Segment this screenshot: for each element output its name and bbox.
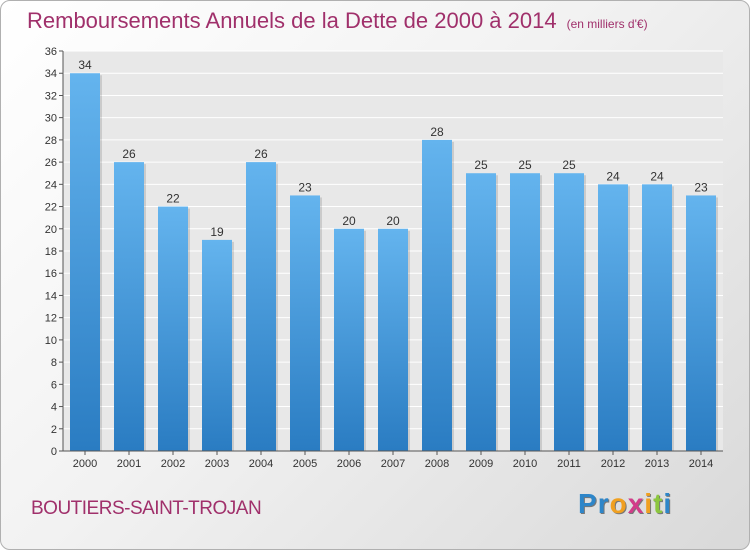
x-tick-label: 2011 <box>557 458 581 470</box>
value-label: 25 <box>562 158 576 172</box>
x-tick-label: 2009 <box>469 458 493 470</box>
y-tick-label: 30 <box>45 113 57 125</box>
bar-2006 <box>334 228 364 451</box>
x-tick-label: 2008 <box>425 458 449 470</box>
y-tick-label: 34 <box>45 68 57 80</box>
x-tick-label: 2002 <box>161 458 185 470</box>
y-tick-label: 26 <box>45 157 57 169</box>
value-label: 24 <box>606 169 620 183</box>
x-tick-label: 2000 <box>73 458 97 470</box>
bar-2002 <box>158 206 188 451</box>
value-label: 28 <box>430 125 444 139</box>
bar-2003 <box>202 239 232 451</box>
x-tick-label: 2006 <box>337 458 361 470</box>
value-label: 20 <box>386 214 400 228</box>
y-tick-label: 4 <box>51 402 57 414</box>
bar-2011 <box>554 173 584 451</box>
value-label: 23 <box>298 180 312 194</box>
y-tick-label: 28 <box>45 135 57 147</box>
bar-2009 <box>466 173 496 451</box>
y-tick-label: 14 <box>45 290 57 302</box>
value-label: 24 <box>650 169 664 183</box>
x-tick-label: 2012 <box>601 458 625 470</box>
y-tick-label: 32 <box>45 90 57 102</box>
y-tick-label: 12 <box>45 313 57 325</box>
logo-letter: x <box>627 488 645 519</box>
commune-name: BOUTIERS-SAINT-TROJAN <box>31 498 262 519</box>
value-label: 23 <box>694 180 708 194</box>
bars: 34 26 22 19 26 23 20 20 28 25 25 25 24 24 23 <box>70 58 718 452</box>
x-tick-label: 2005 <box>293 458 317 470</box>
y-tick-label: 8 <box>51 357 57 369</box>
x-tick-label: 2013 <box>645 458 669 470</box>
chart-subtitle: (en milliers d'€) <box>566 17 648 31</box>
logo-letter: P <box>578 488 598 519</box>
value-label: 34 <box>78 58 92 72</box>
y-tick-label: 20 <box>45 224 57 236</box>
y-tick-label: 22 <box>45 202 57 214</box>
bar-2001 <box>114 162 144 451</box>
y-tick-label: 24 <box>45 179 57 191</box>
bar-2007 <box>378 228 408 451</box>
chart-title-text: Remboursements Annuels de la Dette de 20… <box>27 8 557 33</box>
logo-letter: r <box>597 488 610 519</box>
bar-2010 <box>510 173 540 451</box>
bar-2000 <box>70 73 100 451</box>
value-label: 25 <box>474 158 488 172</box>
bar-2008 <box>422 139 452 451</box>
x-tick-label: 2010 <box>513 458 537 470</box>
y-tick-label: 6 <box>51 379 57 391</box>
value-label: 25 <box>518 158 532 172</box>
logo-letter: o <box>609 488 628 519</box>
logo-letter: i <box>644 488 654 519</box>
logo-letter: i <box>663 488 673 519</box>
chart-title: Remboursements Annuels de la Dette de 20… <box>27 8 648 34</box>
x-tick-label: 2001 <box>117 458 141 470</box>
y-tick-label: 18 <box>45 246 57 258</box>
bar-2014 <box>686 195 716 451</box>
bar-2005 <box>290 195 320 451</box>
y-tick-label: 16 <box>45 268 57 280</box>
y-tick-label: 36 <box>45 46 57 58</box>
y-tick-label: 10 <box>45 335 57 347</box>
bar-2013 <box>642 184 672 452</box>
proxiti-logo[interactable]: Proxiti <box>578 488 672 520</box>
bar-2004 <box>246 162 276 451</box>
bar-2012 <box>598 184 628 452</box>
y-tick-label: 0 <box>51 446 57 458</box>
value-label: 26 <box>122 147 136 161</box>
value-label: 19 <box>210 225 224 239</box>
y-tick-label: 2 <box>51 424 57 436</box>
value-label: 22 <box>166 192 180 206</box>
x-tick-label: 2003 <box>205 458 229 470</box>
x-tick-label: 2014 <box>689 458 713 470</box>
x-tick-label: 2004 <box>249 458 273 470</box>
value-label: 20 <box>342 214 356 228</box>
logo-letter: t <box>653 488 664 519</box>
value-label: 26 <box>254 147 268 161</box>
x-tick-label: 2007 <box>381 458 405 470</box>
